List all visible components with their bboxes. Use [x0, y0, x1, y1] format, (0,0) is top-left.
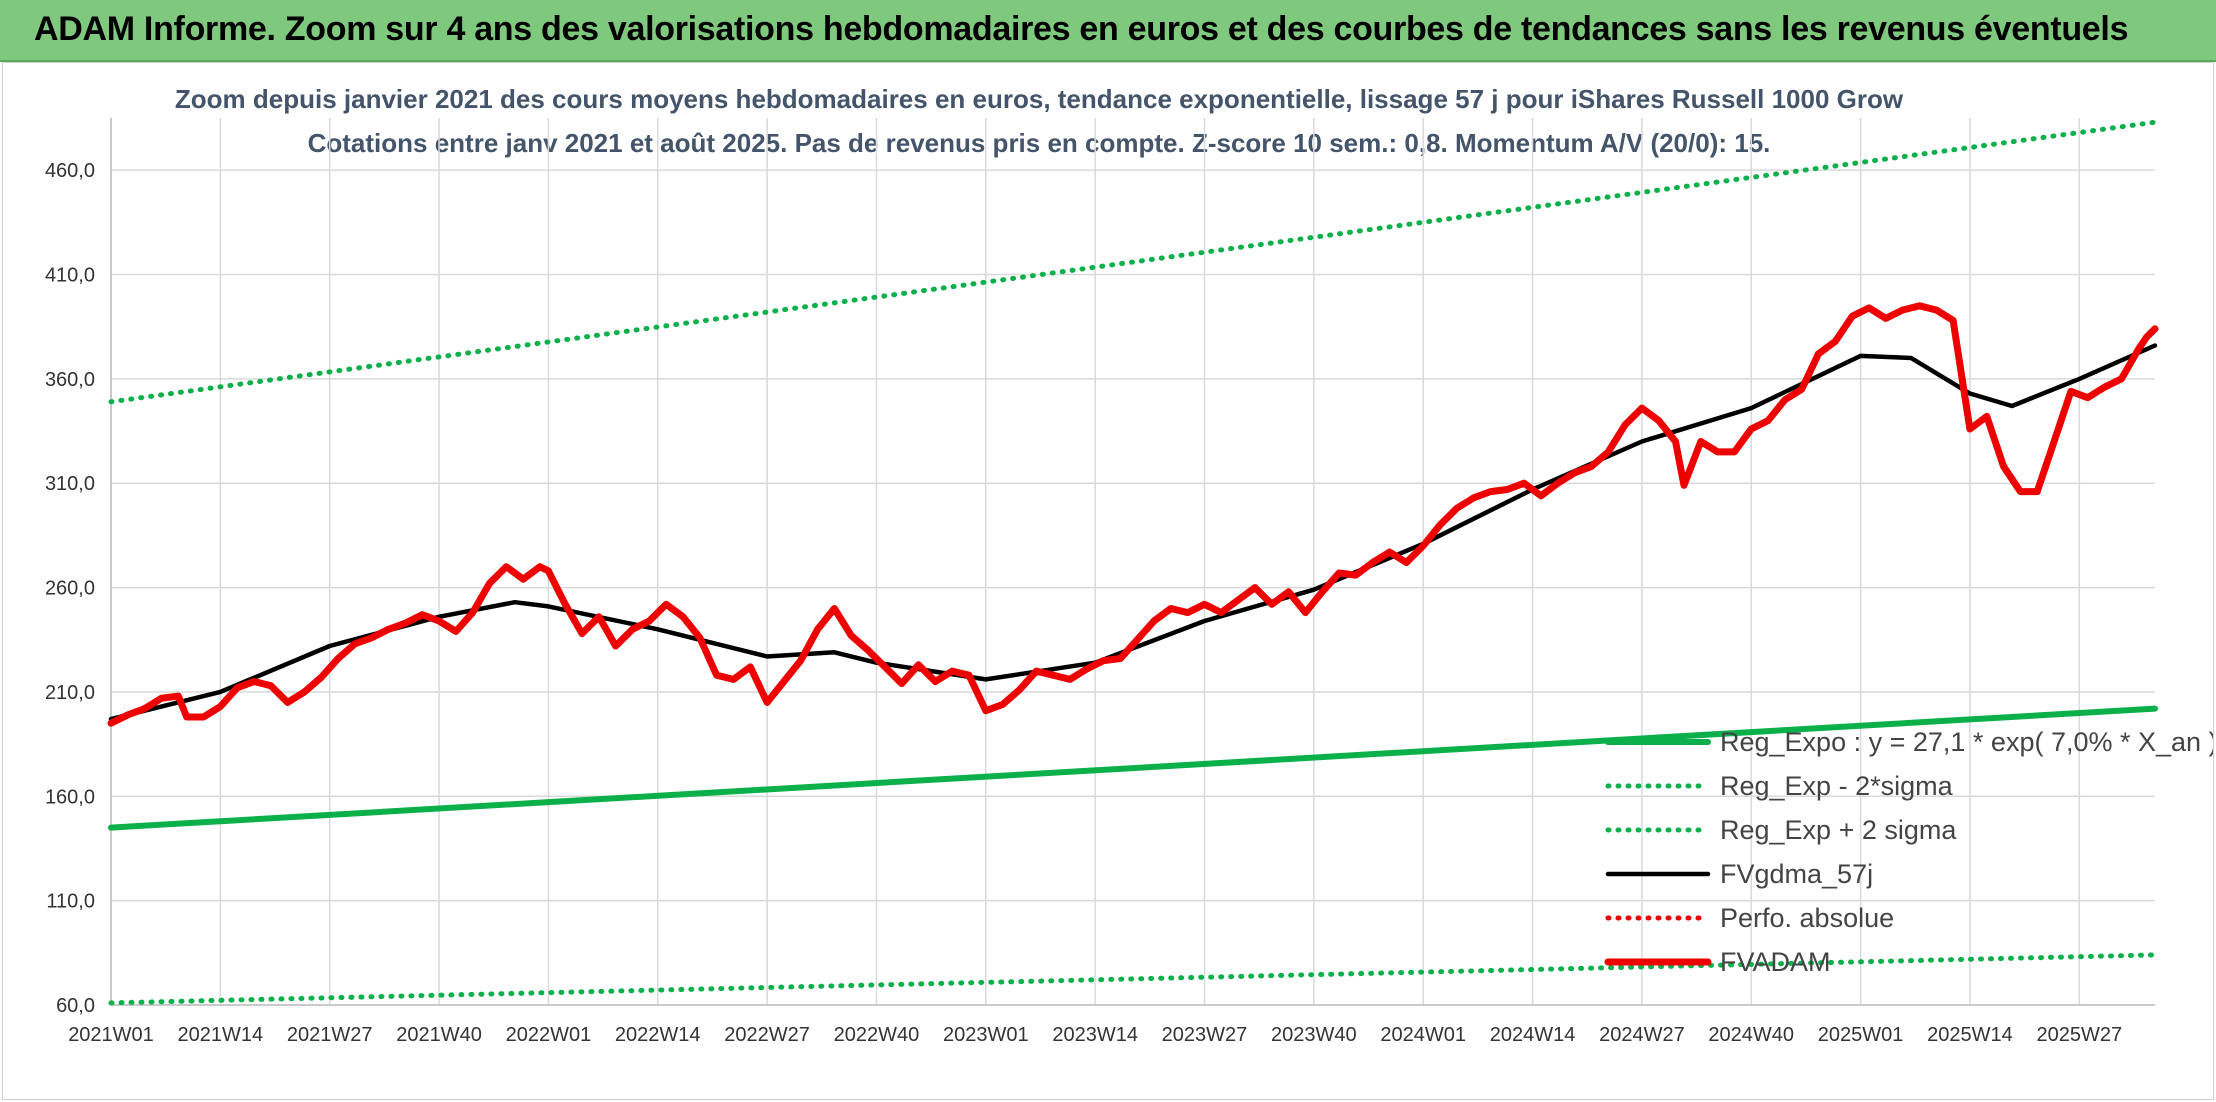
x-tick-label: 2025W14: [1927, 1024, 2013, 1046]
x-tick-label: 2025W01: [1818, 1024, 1904, 1046]
chart-title: Zoom depuis janvier 2021 des cours moyen…: [175, 84, 1904, 114]
y-tick-label: 460,0: [45, 160, 95, 182]
y-tick-label: 160,0: [45, 786, 95, 808]
y-tick-label: 210,0: [45, 682, 95, 704]
legend-label: Reg_Exp - 2*sigma: [1720, 771, 1954, 801]
x-tick-label: 2024W27: [1599, 1024, 1685, 1046]
x-tick-label: 2023W01: [943, 1024, 1029, 1046]
x-tick-label: 2021W01: [68, 1024, 154, 1046]
legend-label: FVADAM: [1720, 947, 1831, 977]
y-axis: 60,0 110,0 160,0 210,0 260,0 310,0 360,0 410,0 4…: [45, 118, 112, 1017]
gridlines: [110, 118, 2155, 1006]
series-line-1: [108, 952, 2158, 1006]
legend: Reg_Expo : y = 27,1 * exp( 7,0% * X_an )…: [1604, 727, 2213, 977]
chart-subtitle: Cotations entre janv 2021 et août 2025. …: [308, 128, 1771, 158]
x-tick-label: 2023W27: [1162, 1024, 1248, 1046]
x-tick-label: 2021W27: [287, 1024, 373, 1046]
x-tick-label: 2024W40: [1708, 1024, 1794, 1046]
chart-frame: Zoom depuis janvier 2021 des cours moyen…: [2, 62, 2214, 1100]
series-group: [107, 119, 2159, 1006]
legend-label: FVgdma_57j: [1720, 859, 1873, 889]
legend-label: Reg_Exp + 2 sigma: [1720, 815, 1957, 845]
x-tick-label: 2023W14: [1052, 1024, 1138, 1046]
y-tick-label: 360,0: [45, 369, 95, 391]
x-tick-label: 2025W27: [2036, 1024, 2122, 1046]
x-tick-label: 2024W14: [1490, 1024, 1576, 1046]
banner: ADAM Informe. Zoom sur 4 ans des valoris…: [0, 0, 2216, 62]
x-tick-label: 2024W01: [1380, 1024, 1466, 1046]
legend-label: Reg_Expo : y = 27,1 * exp( 7,0% * X_an ): [1720, 727, 2213, 757]
series-line-2: [108, 119, 2158, 405]
legend-label: Perfo. absolue: [1720, 903, 1894, 933]
x-tick-label: 2022W27: [724, 1024, 810, 1046]
y-tick-label: 410,0: [45, 265, 95, 287]
y-tick-label: 310,0: [45, 473, 95, 495]
x-tick-label: 2021W40: [396, 1024, 482, 1046]
x-tick-label: 2022W40: [834, 1024, 920, 1046]
series-line-0: [108, 705, 2158, 831]
chart-svg: Zoom depuis janvier 2021 des cours moyen…: [45, 84, 2213, 1046]
x-tick-label: 2023W40: [1271, 1024, 1357, 1046]
x-tick-label: 2022W14: [615, 1024, 701, 1046]
y-tick-label: 110,0: [46, 891, 95, 913]
banner-title: ADAM Informe. Zoom sur 4 ans des valoris…: [34, 10, 2129, 48]
series-line-5: [107, 302, 2159, 727]
y-tick-label: 260,0: [45, 578, 95, 600]
series-line-3: [108, 343, 2158, 722]
y-tick-label: 60,0: [56, 995, 95, 1017]
x-tick-label: 2021W14: [178, 1024, 264, 1046]
x-axis: 2021W01 2021W14 2021W27 2021W40 2022W01 2022W…: [68, 1004, 2155, 1046]
x-tick-label: 2022W01: [506, 1024, 592, 1046]
